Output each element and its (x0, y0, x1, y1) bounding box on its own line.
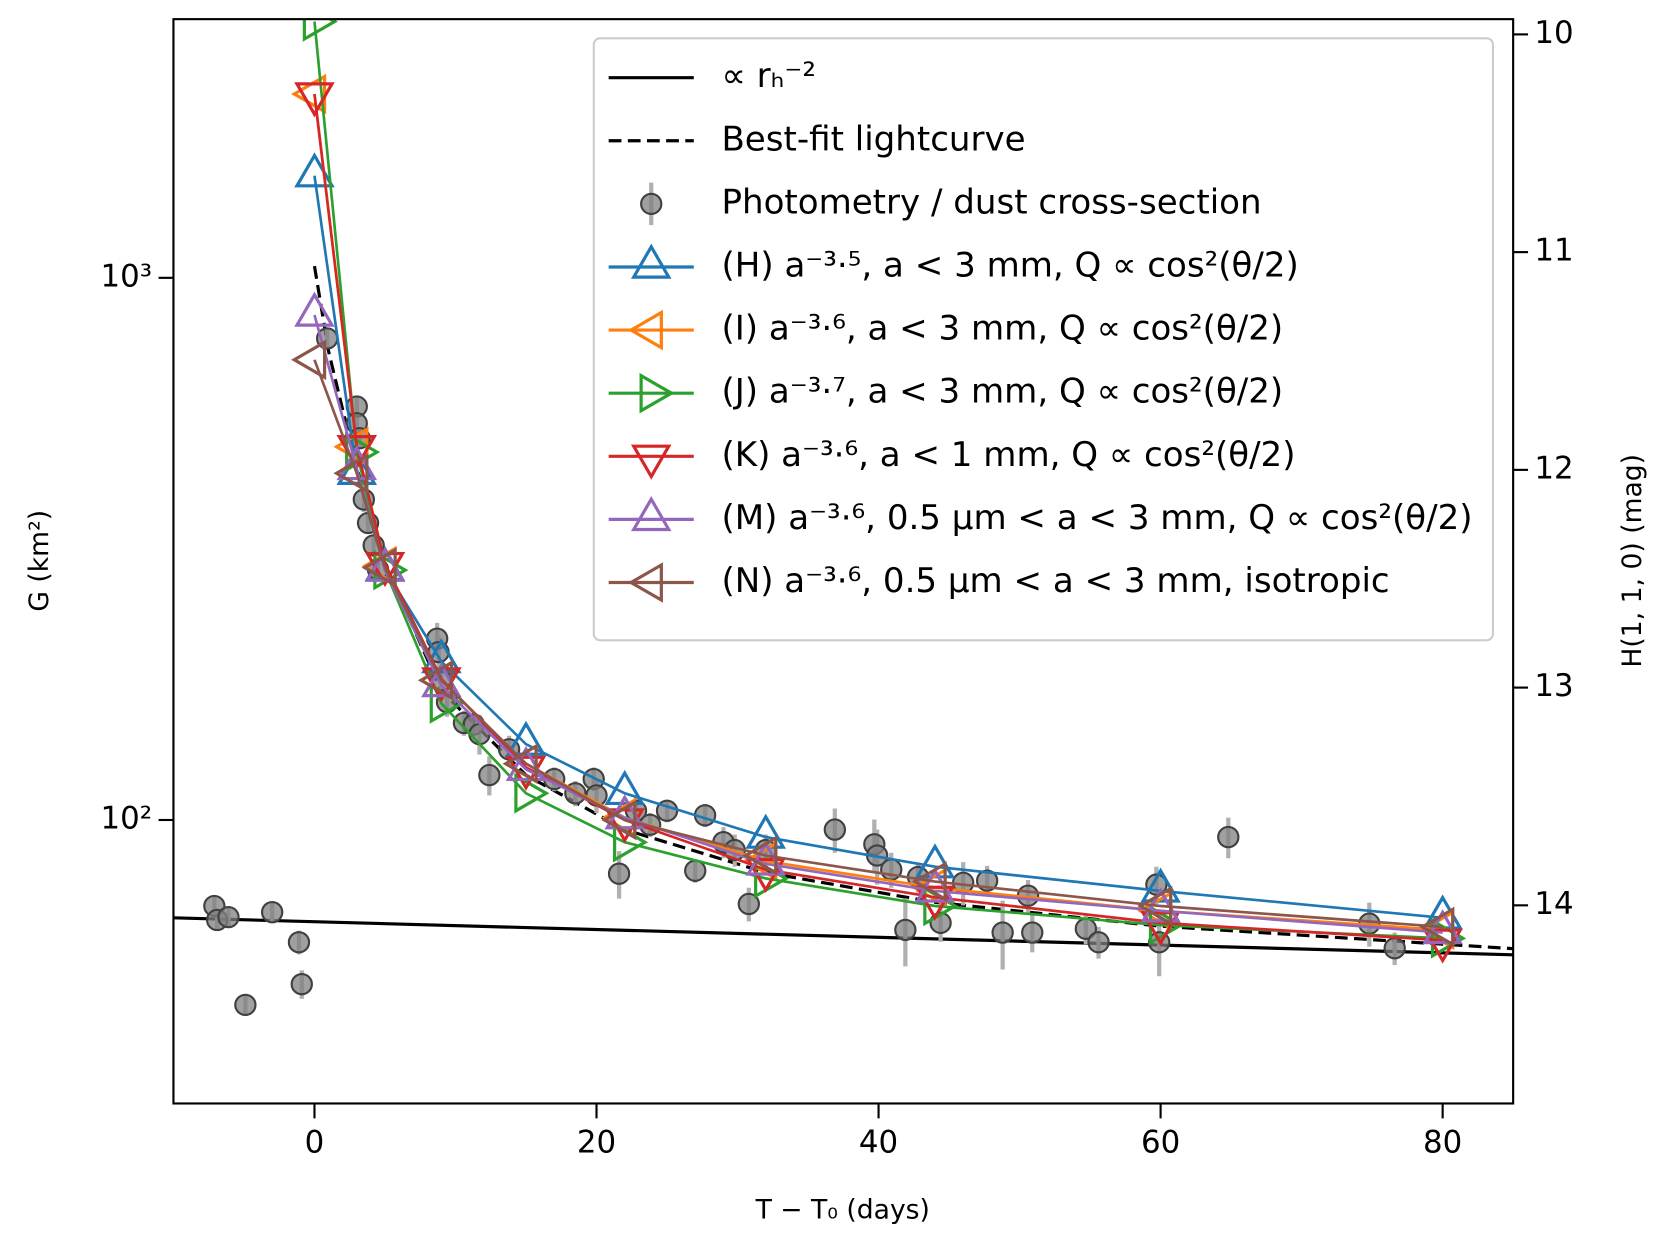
data-point (291, 339, 327, 381)
data-point (737, 892, 760, 916)
legend-label: (M) a⁻³·⁶, 0.5 µm < a < 3 mm, Q ∝ cos²(θ… (721, 498, 1472, 538)
data-point (287, 931, 311, 954)
legend-label: (H) a⁻³·⁵, a < 3 mm, Q ∝ cos²(θ/2) (721, 245, 1298, 285)
data-point (502, 743, 538, 784)
legend: ∝ rₕ⁻² Best-fit lightcurve Photometry / du… (592, 37, 1494, 642)
data-point (361, 547, 397, 588)
legend-marker (630, 495, 672, 532)
data-point (823, 818, 847, 841)
x-tick-label: 20 (577, 1124, 616, 1160)
axes-frame (172, 18, 1515, 1105)
y2-tick-label: 12 (1534, 450, 1573, 486)
data-point (1419, 906, 1455, 948)
x-tick-label: 60 (1141, 1124, 1180, 1160)
legend-label: (I) a⁻³·⁶, a < 3 mm, Q ∝ cos²(θ/2) (721, 309, 1283, 349)
data-point (260, 901, 284, 924)
data-point (417, 660, 454, 701)
y2-tick-label: 14 (1534, 886, 1573, 922)
series-line (173, 916, 1514, 957)
x-tick-label: 40 (859, 1124, 898, 1160)
data-point (684, 859, 707, 882)
y2-tick-label: 11 (1534, 233, 1573, 269)
data-point (302, 19, 338, 42)
legend-marker (627, 562, 663, 603)
x-axis-label: T − T₀ (days) (755, 1194, 930, 1225)
legend-marker (630, 444, 672, 480)
series-line (313, 21, 1443, 940)
x-tick-label: 80 (1423, 1124, 1462, 1160)
data-point (234, 993, 257, 1017)
legend-label: (J) a⁻³·⁷, a < 3 mm, Q ∝ cos²(θ/2) (721, 372, 1283, 412)
data-point (1383, 937, 1406, 960)
data-point (991, 921, 1014, 944)
data-point (294, 82, 335, 118)
legend-marker (627, 309, 663, 351)
data-point (1140, 911, 1181, 947)
legend-marker (639, 372, 675, 414)
y2-tick-label: 10 (1534, 15, 1573, 51)
data-point (745, 813, 787, 849)
data-point (1140, 867, 1181, 903)
legend-frame (592, 37, 1494, 642)
data-point (333, 453, 369, 494)
legend-label: ∝ rₕ⁻² (721, 56, 816, 96)
data-point (1217, 825, 1240, 849)
y2-tick-label: 13 (1534, 668, 1573, 704)
legend-marker (640, 192, 663, 216)
legend-label: (N) a⁻³·⁶, 0.5 µm < a < 3 mm, isotropic (721, 561, 1389, 601)
data-point (290, 972, 313, 996)
data-point (294, 291, 335, 327)
data-point (1087, 931, 1110, 954)
data-point (421, 638, 462, 674)
y-axis-label: G (km²) (24, 510, 55, 612)
data-point (478, 763, 501, 787)
data-point (894, 918, 917, 942)
data-point (607, 862, 631, 885)
y2-axis-label: H(1, 1, 0) (mag) (1617, 454, 1648, 668)
data-point (742, 835, 778, 876)
data-point (505, 720, 547, 756)
y-tick-label: 10³ (101, 258, 153, 294)
data-point (601, 799, 637, 841)
data-point (911, 861, 947, 902)
y-tick-label: 10² (101, 800, 153, 836)
data-point (1021, 921, 1044, 944)
data-point (604, 769, 645, 806)
data-point (514, 773, 550, 814)
legend-marker (630, 243, 672, 279)
data-point (1137, 885, 1173, 927)
legend-label: Best-fit lightcurve (721, 119, 1025, 159)
legend-label: Photometry / dust cross-section (721, 182, 1261, 222)
data-point (217, 905, 240, 929)
legend-label: (K) a⁻³·⁶, a < 1 mm, Q ∝ cos²(θ/2) (721, 435, 1295, 475)
series-line (313, 359, 1443, 929)
x-tick-label: 0 (305, 1124, 325, 1160)
plot-area (173, 19, 1514, 1017)
